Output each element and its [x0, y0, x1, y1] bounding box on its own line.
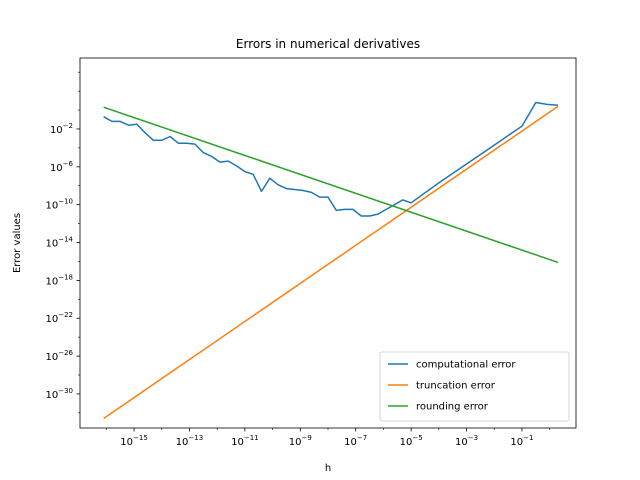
legend-label: computational error [416, 360, 516, 371]
series-line-rounding-error [103, 106, 559, 264]
series-layer [103, 101, 559, 420]
legend-box [379, 351, 570, 422]
x-tick-label: 10−9 [289, 434, 312, 448]
y-tick-label: 10−14 [45, 236, 73, 250]
legend: computational error truncation error round… [379, 351, 570, 422]
x-axis-label: h [325, 463, 331, 474]
x-axis-ticks: 10−15 10−13 10−11 10−9 10−7 10−5 10−3 10−1 [106, 428, 550, 448]
series-line-truncation-error [103, 105, 559, 420]
chart-title: Errors in numerical derivatives [236, 37, 420, 51]
x-tick-label: 10−5 [400, 434, 423, 448]
y-axis-label: Error values [12, 213, 23, 273]
y-axis-ticks: 10−2 10−6 10−10 10−14 10−18 10−22 10−26 10−30 [45, 71, 80, 414]
y-tick-label: 10−22 [45, 311, 73, 325]
x-tick-label: 10−15 [120, 434, 148, 448]
x-tick-label: 10−7 [344, 434, 367, 448]
y-tick-label: 10−6 [50, 160, 74, 174]
x-tick-label: 10−13 [176, 434, 204, 448]
y-tick-label: 10−10 [45, 198, 73, 212]
legend-label: rounding error [416, 402, 489, 413]
y-tick-label: 10−2 [50, 122, 73, 136]
x-tick-label: 10−1 [510, 434, 533, 448]
y-tick-label: 10−18 [45, 273, 73, 287]
x-tick-label: 10−11 [231, 434, 259, 448]
legend-label: truncation error [416, 381, 496, 392]
series-line-computational-error [103, 101, 559, 217]
x-tick-label: 10−3 [455, 434, 478, 448]
y-tick-label: 10−26 [45, 349, 73, 363]
y-tick-label: 10−30 [45, 387, 73, 401]
